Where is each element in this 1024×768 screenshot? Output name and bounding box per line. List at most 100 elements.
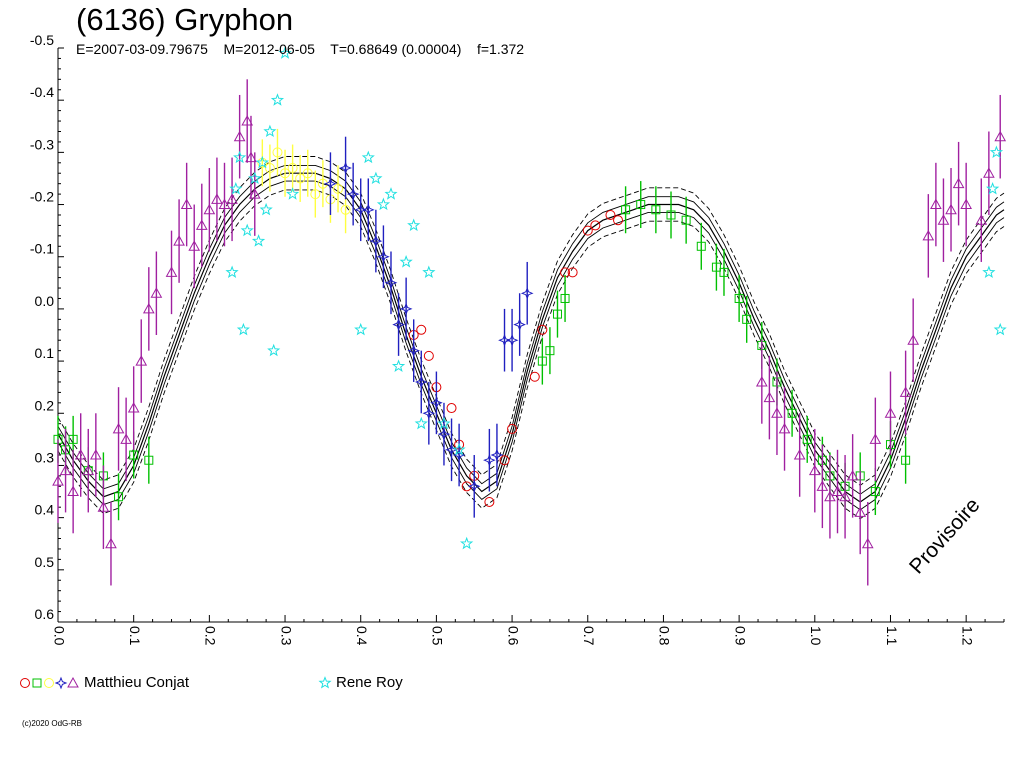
x-tick-label: 0.4: [354, 626, 370, 646]
data-point: [755, 375, 768, 387]
data-point: [771, 407, 783, 418]
x-tick-label: 0.7: [581, 626, 597, 646]
data-point: [846, 469, 859, 481]
data-point: [793, 448, 806, 460]
data-point: [346, 187, 360, 201]
data-point: [459, 536, 474, 550]
data-point: [742, 314, 752, 324]
data-point: [112, 422, 125, 434]
data-point: [340, 204, 351, 215]
data-point: [286, 187, 300, 200]
data-point: [369, 234, 383, 248]
data-point: [129, 450, 139, 460]
series-circle-0: [408, 209, 624, 507]
data-point: [545, 346, 555, 356]
x-tick-label: 0.3: [278, 626, 294, 646]
data-point: [437, 427, 451, 441]
data-point: [507, 423, 518, 434]
data-point: [74, 448, 87, 460]
fit-envelope: [57, 180, 1005, 511]
data-point: [310, 189, 321, 200]
x-tick-label: 0.6: [505, 626, 521, 646]
data-point: [590, 220, 601, 231]
y-tick-label: 0.4: [35, 502, 55, 518]
y-tick-label: 0.6: [35, 606, 55, 622]
data-point: [259, 202, 273, 216]
data-point: [778, 422, 791, 434]
series-star5-5: [225, 46, 1007, 550]
fit-envelope: [57, 164, 1005, 495]
data-point: [787, 408, 797, 418]
series-circle-2: [257, 128, 351, 234]
series-square-1: [53, 181, 911, 521]
data-point: [513, 318, 526, 331]
x-tick-label: 1.2: [959, 626, 975, 646]
legend-marker: [44, 678, 54, 689]
data-point: [165, 266, 178, 277]
data-point: [377, 250, 390, 264]
data-point: [930, 198, 942, 210]
legend-marker: [20, 678, 30, 689]
data-point: [361, 150, 375, 164]
data-point: [861, 537, 874, 549]
data-point: [567, 267, 578, 278]
data-point: [233, 150, 247, 164]
legend-marker: [67, 677, 79, 688]
data-point: [763, 391, 776, 403]
data-point: [150, 287, 163, 298]
chart-axes: -0.5 -0.4 -0.3 -0.2 -0.1 0.0 0.1 0.2 0.3 0.4 0.5 0.…: [30, 32, 1005, 646]
data-point: [233, 130, 246, 142]
data-point: [240, 223, 254, 237]
data-point: [975, 214, 988, 225]
data-point: [520, 286, 534, 300]
x-tick-label: 0.5: [430, 626, 446, 646]
x-tick-label: 0.1: [127, 626, 143, 646]
data-point: [267, 343, 281, 357]
data-point: [651, 205, 661, 215]
data-point: [295, 173, 306, 184]
data-point: [613, 215, 624, 226]
copyright-note: (c)2020 OdG-RB: [22, 719, 83, 728]
data-point: [422, 406, 436, 420]
data-point: [483, 453, 496, 467]
y-tick-label: -0.4: [30, 84, 54, 100]
x-tick-label: 1.0: [808, 626, 824, 646]
x-tick-label: 0.2: [203, 626, 219, 646]
data-point: [986, 181, 1000, 195]
legend-item-rene-roy: Rene Roy: [318, 674, 403, 691]
chart-title: (6136) Gryphon: [76, 2, 294, 37]
legend-label: Rene Roy: [336, 674, 403, 691]
data-point: [484, 496, 495, 507]
fit-curves: [57, 156, 1005, 520]
data-point: [180, 198, 193, 210]
data-point: [854, 506, 867, 517]
data-point: [142, 302, 155, 314]
data-point: [384, 276, 398, 290]
legend-label: Matthieu Conjat: [84, 674, 190, 691]
legend-symbols: [318, 674, 332, 691]
data-point: [218, 198, 231, 210]
data-point: [414, 416, 428, 430]
data-point: [989, 145, 1004, 158]
data-point: [552, 309, 562, 319]
data-point: [945, 203, 957, 215]
data-point: [430, 396, 443, 410]
data-point: [490, 448, 504, 462]
legend-marker: [318, 676, 332, 689]
data-point: [339, 161, 352, 175]
data-point: [937, 214, 950, 225]
data-point: [392, 318, 405, 331]
data-point: [255, 155, 269, 169]
data-point: [983, 167, 995, 178]
data-point: [816, 480, 829, 491]
data-point: [264, 163, 275, 174]
legend-symbols: [18, 674, 80, 691]
x-tick-label: 1.1: [884, 626, 900, 646]
data-point: [241, 115, 254, 126]
data-point: [711, 262, 721, 272]
data-point: [899, 386, 912, 397]
legend-marker-strip: [318, 676, 332, 689]
data-point: [498, 333, 511, 347]
data-point: [666, 210, 676, 220]
legend-item-matthieu-conjat: Matthieu Conjat: [18, 674, 189, 691]
